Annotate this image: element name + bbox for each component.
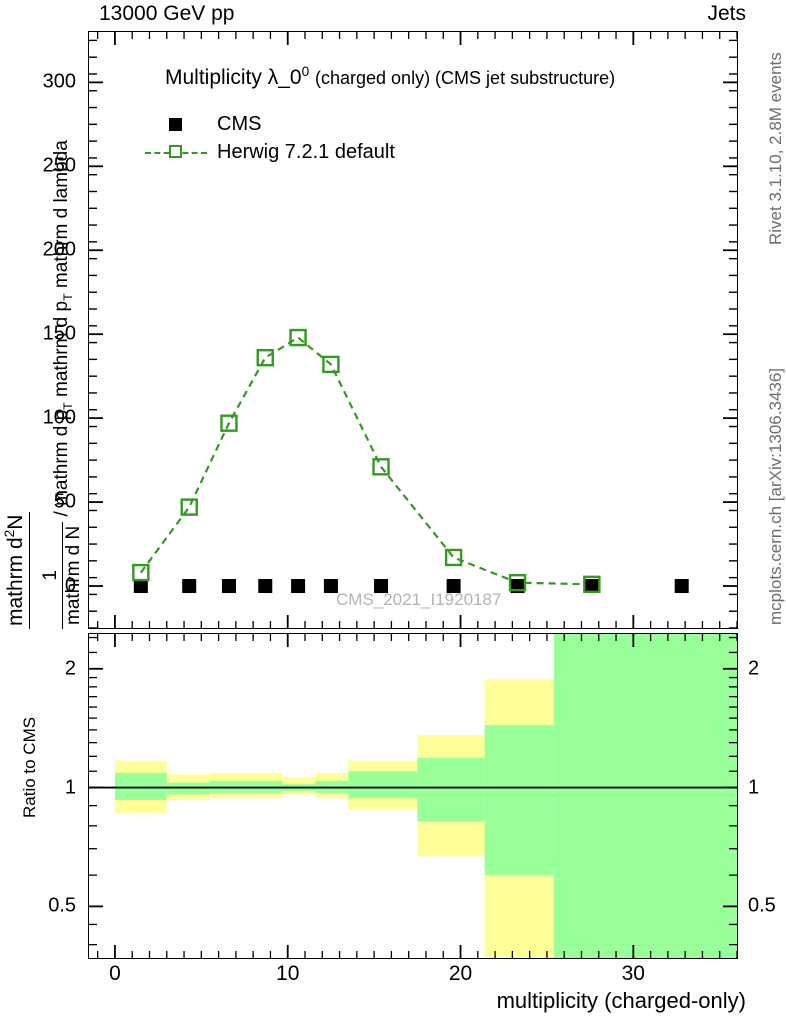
main-y-axis-denominator: 1 mathrm d N / mathrm d pT mathrm d pT m… <box>40 140 85 629</box>
legend-item-herwig[interactable]: Herwig 7.2.1 default <box>145 138 395 166</box>
herwig-marker <box>132 563 150 582</box>
cms-marker <box>674 579 689 594</box>
main-plot-panel <box>88 31 738 629</box>
header-category-label: Jets <box>707 2 746 25</box>
plot-title-main: Multiplicity <box>165 66 262 89</box>
cms-marker <box>291 579 306 594</box>
ratio-band-inner <box>114 772 167 801</box>
herwig-marker <box>372 458 390 476</box>
cms-marker <box>221 579 236 594</box>
cms-marker <box>446 579 461 594</box>
herwig-marker <box>583 575 601 594</box>
ratio-y-tick-labels-right: 0.5 1 2 <box>742 633 786 959</box>
ratio-y-tick-left-0.5: 0.5 <box>48 894 76 917</box>
ratio-band-inner <box>348 771 418 799</box>
main-y-tick-300: 300 <box>42 70 76 93</box>
ratio-y-tick-left-1: 1 <box>64 776 76 799</box>
ratio-band-inner <box>417 757 485 822</box>
x-tick-30: 30 <box>621 962 645 985</box>
cms-marker <box>584 579 599 594</box>
legend-key-herwig <box>145 142 207 162</box>
mcplots-credit-text: mcplots.cern.ch [arXiv:1306.3436] <box>766 367 785 625</box>
x-axis-title: multiplicity (charged-only) <box>496 988 746 1013</box>
legend-label-herwig: Herwig 7.2.1 default <box>217 140 395 163</box>
rivet-version-text: Rivet 3.1.10, 2.8M events <box>766 52 785 245</box>
herwig-marker <box>322 355 340 374</box>
ratio-band-inner <box>166 782 210 795</box>
ratio-y-tick-labels-left: 0.5 1 2 <box>0 633 82 959</box>
ratio-y-tick-right-1: 1 <box>748 776 760 799</box>
header-energy-label: 13000 GeV pp <box>99 2 235 25</box>
cms-marker <box>374 579 389 594</box>
main-y-tick-labels: 0 50 100 150 200 250 300 <box>0 31 82 629</box>
ratio-y-tick-right-2: 2 <box>748 657 760 680</box>
herwig-marker <box>180 498 198 516</box>
legend-label-cms: CMS <box>217 112 262 135</box>
x-tick-10: 10 <box>276 962 300 985</box>
ratio-y-tick-right-0.5: 0.5 <box>748 894 776 917</box>
x-tick-labels: 0 10 20 30 <box>88 962 738 992</box>
cms-marker <box>133 579 148 594</box>
x-tick-20: 20 <box>448 962 473 985</box>
open-square-icon <box>169 145 182 158</box>
herwig-marker <box>508 573 527 592</box>
x-tick-0: 0 <box>109 962 121 985</box>
herwig-marker <box>289 328 307 347</box>
cms-marker <box>182 579 197 594</box>
cms-marker <box>323 579 338 594</box>
cms-marker <box>258 579 273 594</box>
plot-title-suffix: (charged only) (CMS jet substructure) <box>315 68 616 88</box>
ratio-y-axis-title: Ratio to CMS <box>20 716 39 818</box>
analysis-watermark: CMS_2021_I1920187 <box>336 590 502 609</box>
herwig-marker <box>256 349 274 367</box>
main-y-tick-200: 200 <box>42 238 76 261</box>
ratio-y-tick-left-2: 2 <box>64 657 76 680</box>
herwig-marker <box>444 548 463 567</box>
legend: CMS Herwig 7.2.1 default <box>145 110 395 166</box>
legend-item-cms[interactable]: CMS <box>145 110 395 138</box>
main-y-tick-0: 0 <box>64 574 76 597</box>
plot-title-sup: 0 <box>301 64 310 79</box>
ratio-band-inner <box>553 634 737 958</box>
main-y-tick-100: 100 <box>42 406 76 429</box>
main-y-tick-50: 50 <box>53 490 76 513</box>
ratio-band-inner <box>484 725 554 876</box>
plot-title: Multiplicity λ_00 (charged only) (CMS je… <box>165 64 615 90</box>
plot-title-symbol: λ_0 <box>267 66 302 89</box>
main-y-tick-250: 250 <box>42 154 76 177</box>
filled-square-icon <box>169 118 182 131</box>
main-y-tick-150: 150 <box>42 322 76 345</box>
herwig-marker <box>220 414 238 432</box>
legend-key-cms <box>145 114 207 134</box>
